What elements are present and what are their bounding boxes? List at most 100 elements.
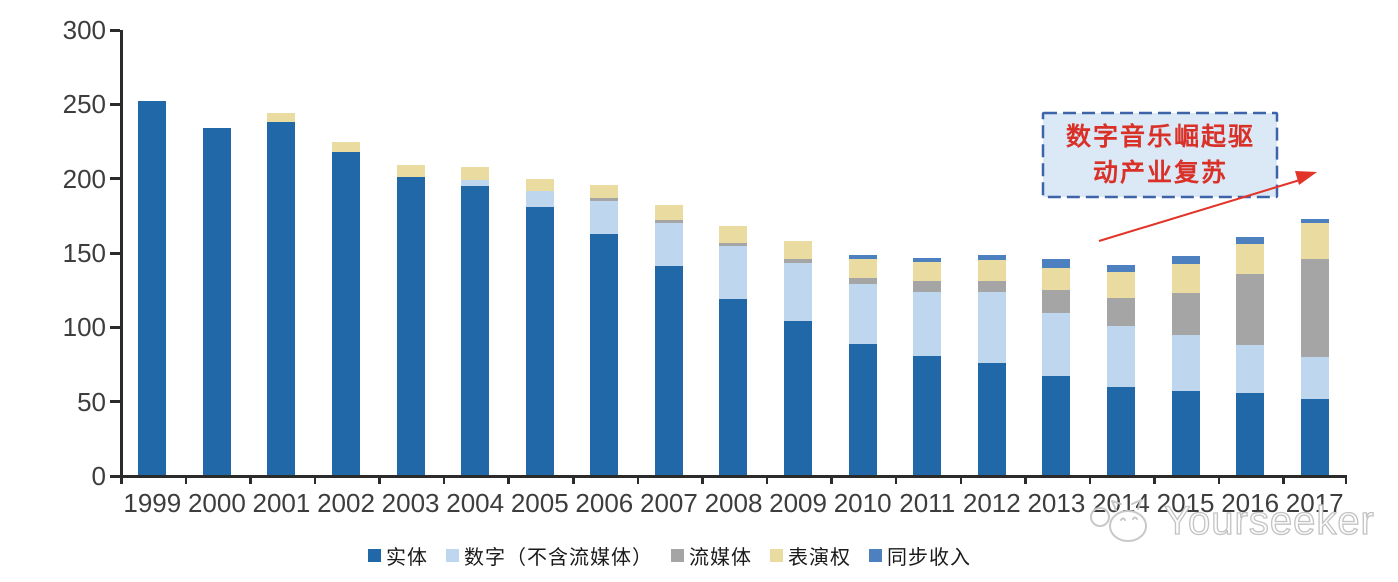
bar-column-2014: 2014 (1089, 30, 1154, 518)
y-tick-mark (110, 102, 120, 106)
x-tick-mark (1282, 476, 1285, 484)
bar-segment (654, 223, 683, 267)
legend-item: 同步收入 (869, 541, 971, 570)
x-axis-label: 2002 (317, 488, 375, 518)
y-tick-mark (110, 400, 120, 404)
stacked-bar-2015 (1171, 256, 1200, 476)
plot-area: 0 50 100 150 200 250 300 1999 2000 2001 2002 2003 20… (63, 15, 1347, 518)
bar-segment (1300, 259, 1329, 358)
x-axis-label: 2007 (639, 488, 698, 518)
bar-segment (1300, 218, 1329, 224)
y-tick-mark (110, 177, 120, 181)
bar-segment (784, 258, 813, 264)
bar-segment (202, 128, 231, 476)
x-tick-mark (313, 476, 317, 484)
x-axis-label: 2005 (510, 488, 569, 518)
bar-column-2011: 2011 (895, 30, 960, 518)
stacked-bar-2014 (1106, 264, 1135, 476)
y-tick-label: 150 (62, 238, 106, 268)
stacked-bar-2017 (1300, 218, 1329, 476)
bar-segment (138, 101, 167, 476)
x-tick-mark (1344, 476, 1347, 484)
bar-segment (1042, 259, 1071, 268)
x-tick-mark (1088, 476, 1092, 484)
y-tick-label: 300 (62, 15, 106, 45)
x-tick-mark (1217, 476, 1221, 484)
y-axis-line (120, 30, 123, 478)
stacked-bar-2004 (461, 166, 490, 476)
legend-swatch (671, 549, 684, 562)
bar-segment (913, 355, 942, 476)
legend-swatch (446, 549, 459, 562)
y-tick-mark (110, 28, 120, 32)
legend-swatch (368, 549, 381, 562)
bar-segment (913, 262, 942, 282)
bar-segment (719, 245, 748, 300)
bar-segment (1106, 272, 1135, 298)
bar-segment (1042, 312, 1071, 377)
bar-column-2001: 2001 (249, 30, 314, 518)
bar-segment (784, 241, 813, 259)
bar-segment (1236, 392, 1265, 476)
bar-segment (654, 220, 683, 224)
legend-label: 表演权 (788, 547, 851, 569)
bar-segment (461, 180, 490, 187)
bar-segment (848, 254, 877, 260)
x-tick-mark (765, 476, 769, 484)
bar-segment (1106, 325, 1135, 387)
bar-column-2000: 2000 (185, 30, 250, 518)
bar-segment (1300, 357, 1329, 399)
stacked-bar-2013 (1042, 259, 1071, 476)
x-tick-mark (1153, 476, 1156, 484)
legend-label: 流媒体 (689, 547, 752, 569)
bar-column-2015: 2015 (1153, 30, 1218, 518)
bar-segment (461, 186, 490, 476)
bar-column-2010: 2010 (830, 30, 895, 518)
bar-segment (1106, 386, 1135, 476)
x-tick-mark (507, 476, 510, 484)
bar-segment (525, 206, 554, 476)
x-axis-label: 2010 (833, 488, 892, 518)
stacked-bar-2012 (977, 254, 1006, 476)
bar-column-1999: 1999 (120, 30, 185, 518)
x-tick-mark (959, 476, 963, 484)
y-tick-label: 50 (77, 386, 106, 417)
x-tick-mark (378, 476, 381, 484)
bar-segment (719, 226, 748, 243)
bar-segment (590, 233, 619, 476)
x-axis-label: 2003 (381, 488, 440, 518)
bar-segment (267, 122, 296, 476)
bar-segment (1106, 297, 1135, 326)
x-tick-mark (894, 476, 898, 484)
bar-segment (1171, 293, 1200, 335)
x-axis-label: 2014 (1092, 488, 1150, 518)
stacked-bar-2005 (525, 178, 554, 476)
x-axis-label: 2004 (446, 488, 505, 518)
bar-segment (1171, 256, 1200, 264)
x-axis-label: 2001 (252, 488, 311, 518)
x-axis-label: 2008 (704, 488, 763, 518)
legend-item: 表演权 (770, 541, 851, 570)
y-tick-label: 250 (62, 89, 106, 120)
stacked-bar-2011 (913, 257, 942, 476)
x-tick-mark (120, 476, 123, 484)
legend-item: 流媒体 (671, 541, 752, 570)
bar-column-2008: 2008 (701, 30, 766, 518)
bar-segment (1042, 376, 1071, 476)
bar-column-2016: 2016 (1218, 30, 1283, 518)
bar-segment (396, 165, 425, 178)
y-tick-mark (110, 251, 120, 255)
x-tick-mark (442, 476, 446, 484)
bar-segment (590, 198, 619, 202)
bar-segment (848, 284, 877, 344)
bar-column-2002: 2002 (314, 30, 379, 518)
bar-column-2013: 2013 (1024, 30, 1089, 518)
bar-column-2009: 2009 (766, 30, 831, 518)
bar-column-2007: 2007 (637, 30, 702, 518)
x-tick-mark (636, 476, 640, 484)
legend-item: 数字（不含流媒体） (446, 541, 653, 570)
bar-segment (1171, 391, 1200, 476)
bar-column-2012: 2012 (960, 30, 1025, 518)
y-tick-mark (110, 474, 120, 478)
